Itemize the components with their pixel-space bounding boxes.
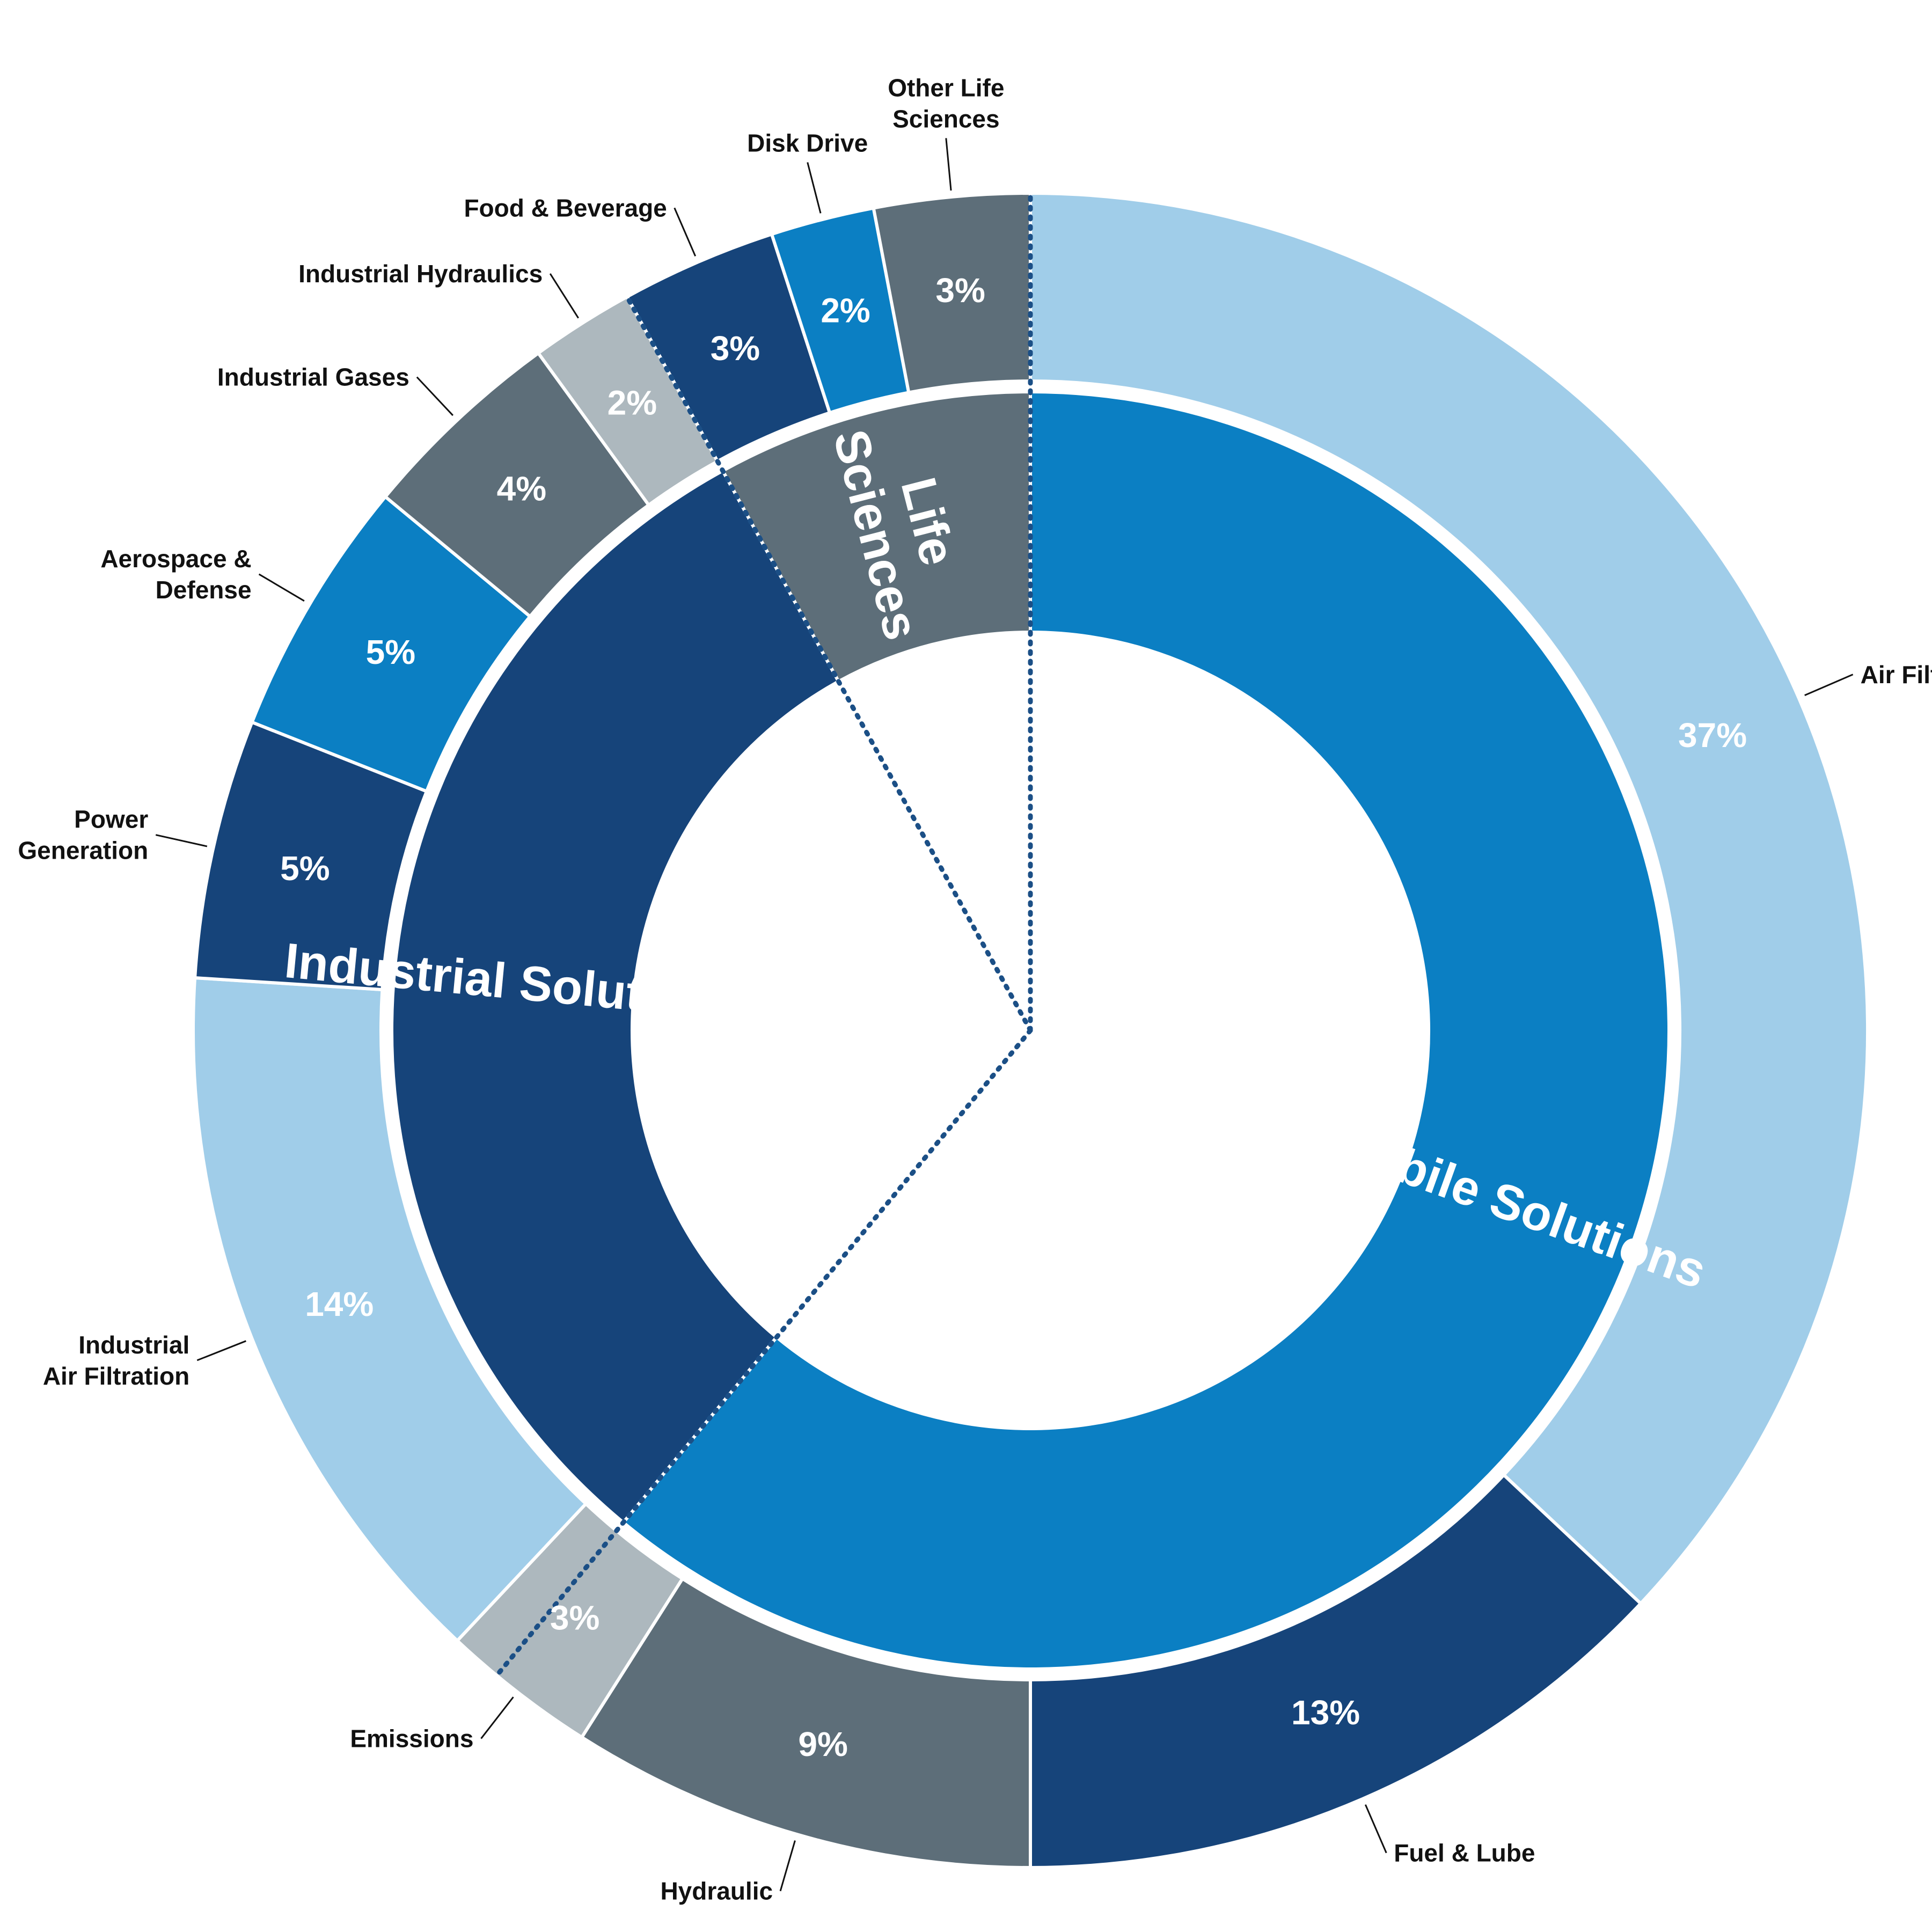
callout-industrial-air-filtration: Industrial Air Filtration bbox=[43, 1331, 189, 1390]
outer-wedge-industrial-air-filtration bbox=[192, 976, 588, 1643]
callout-emissions: Emissions bbox=[350, 1725, 473, 1753]
callout-food-and-beverage: Food & Beverage bbox=[464, 194, 667, 222]
leader-line-air-filtration bbox=[1804, 674, 1854, 697]
pct-label-food-and-beverage: 3% bbox=[711, 329, 760, 368]
leader-line-industrial-air-filtration bbox=[196, 1340, 246, 1362]
leader-line-industrial-gases bbox=[416, 376, 453, 416]
leader-line-other-life-sciences bbox=[945, 138, 952, 191]
pct-label-industrial-gases: 4% bbox=[497, 469, 547, 508]
pct-label-other-life-sciences: 3% bbox=[935, 271, 985, 310]
leader-line-disk-drive bbox=[807, 162, 822, 214]
leader-line-hydraulic bbox=[779, 1840, 796, 1892]
outer-ring bbox=[192, 191, 1869, 1870]
group-dividers bbox=[494, 191, 1033, 1678]
callout-power-generation: Power Generation bbox=[18, 806, 148, 865]
callout-hydraulic: Hydraulic bbox=[660, 1877, 773, 1905]
leader-line-food-and-beverage bbox=[674, 207, 697, 257]
pct-label-power-generation: 5% bbox=[280, 849, 330, 888]
leader-line-industrial-hydraulics bbox=[549, 273, 579, 319]
leader-line-emissions bbox=[480, 1696, 514, 1739]
inner-wedge-mobile-solutions bbox=[621, 390, 1671, 1671]
group-divider-2 bbox=[624, 294, 1033, 1033]
pct-label-industrial-hydraulics: 2% bbox=[608, 384, 657, 422]
pct-label-aerospace-and-defense: 5% bbox=[366, 633, 416, 671]
pct-label-industrial-air-filtration: 14% bbox=[305, 1285, 374, 1323]
outer-wedge-air-filtration bbox=[1029, 191, 1869, 1606]
pct-label-hydraulic: 9% bbox=[798, 1725, 848, 1763]
callout-air-filtration: Air Filtration bbox=[1861, 661, 1932, 689]
pct-label-disk-drive: 2% bbox=[821, 291, 870, 330]
callout-disk-drive: Disk Drive bbox=[747, 129, 868, 157]
group-divider-1 bbox=[494, 1028, 1033, 1678]
leader-line-fuel-and-lube bbox=[1364, 1804, 1387, 1854]
callout-labels: Air Filtration Fuel & Lube Hydraulic Emissi… bbox=[18, 74, 1932, 1905]
callout-fuel-and-lube: Fuel & Lube bbox=[1394, 1839, 1535, 1867]
pct-label-emissions: 3% bbox=[550, 1598, 600, 1637]
leader-line-power-generation bbox=[155, 834, 208, 847]
leader-line-aerospace-and-defense bbox=[258, 573, 305, 602]
callout-industrial-gases: Industrial Gases bbox=[217, 363, 409, 391]
inner-wedge-industrial-solutions bbox=[390, 469, 841, 1525]
callout-aerospace-and-defense: Aerospace & Defense bbox=[100, 545, 251, 604]
pct-label-air-filtration: 37% bbox=[1678, 716, 1747, 755]
inner-ring bbox=[390, 390, 1671, 1671]
pct-label-fuel-and-lube: 13% bbox=[1291, 1693, 1360, 1732]
callout-industrial-hydraulics: Industrial Hydraulics bbox=[298, 260, 543, 288]
callout-other-life-sciences: Other Life Sciences bbox=[888, 74, 1004, 133]
